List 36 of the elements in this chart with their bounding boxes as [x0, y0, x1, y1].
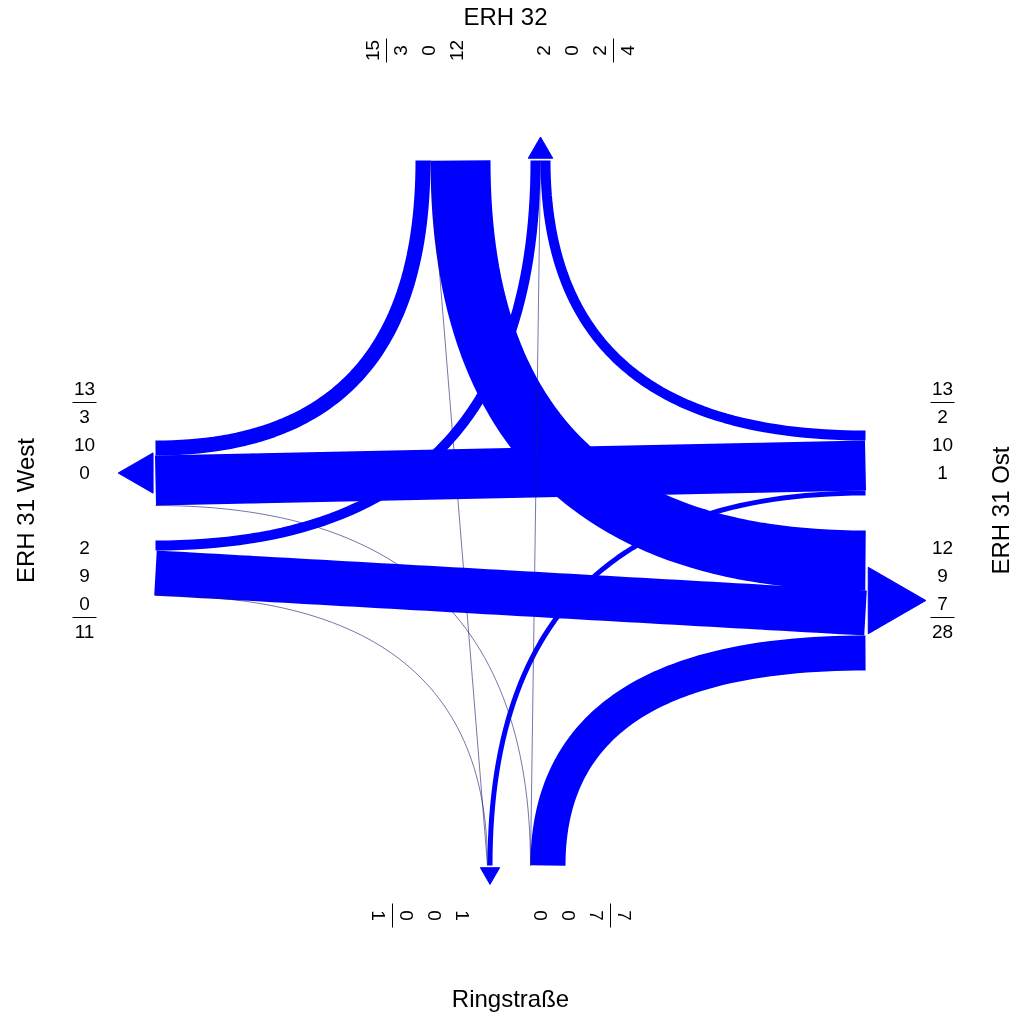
text: 1 [368, 910, 389, 921]
text: 11 [74, 621, 95, 642]
text: 0 [418, 45, 439, 56]
data-label: 2 [533, 45, 554, 56]
data-label: 10 [73, 434, 96, 455]
text: 12 [446, 39, 467, 62]
category-label: ERH 31 Ost [987, 446, 1014, 575]
data-label: 3 [79, 406, 90, 427]
text: 1 [937, 462, 948, 483]
text: 3 [390, 45, 411, 56]
text: 0 [79, 593, 90, 614]
data-label: 0 [530, 910, 551, 921]
text: 7 [614, 910, 635, 921]
data-label: 0 [79, 462, 90, 483]
data-label: 2 [589, 45, 610, 56]
data-label: 12 [931, 537, 954, 558]
data-label: 1 [452, 910, 473, 921]
category-label: ERH 32 [463, 3, 548, 30]
text: 28 [931, 621, 954, 642]
text: 2 [79, 537, 90, 558]
text: 13 [73, 378, 96, 399]
text: 4 [617, 45, 638, 56]
text: 9 [79, 565, 90, 586]
text: 15 [362, 39, 383, 62]
data-label: 0 [561, 45, 582, 56]
data-label: 7 [937, 593, 948, 614]
data-label: 9 [937, 565, 948, 586]
text: 2 [937, 406, 948, 427]
text: 7 [586, 910, 607, 921]
category-label: ERH 31 West [12, 437, 39, 583]
text: 10 [931, 434, 954, 455]
category-label: Ringstraße [451, 985, 570, 1012]
text: 0 [396, 910, 417, 921]
data-label: 0 [558, 910, 579, 921]
text: 0 [424, 910, 445, 921]
text: 13 [931, 378, 954, 399]
